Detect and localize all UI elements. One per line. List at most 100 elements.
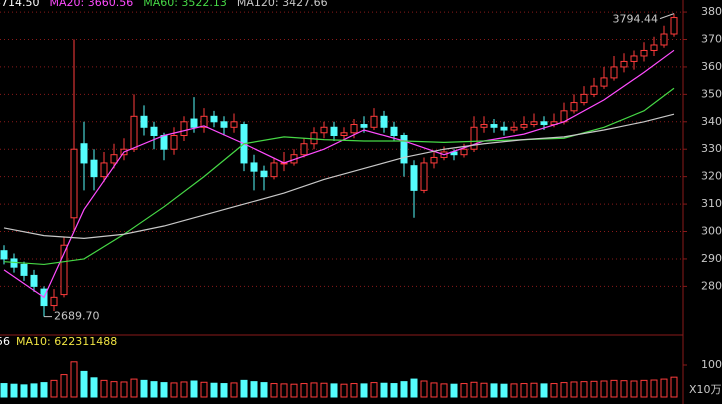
- volume-bar: [230, 382, 238, 398]
- volume-bar: [50, 379, 58, 398]
- candle-body: [460, 148, 468, 156]
- candle-body: [340, 132, 348, 137]
- volume-bar: [310, 382, 318, 398]
- y-tick-label: 3700: [701, 32, 722, 45]
- volume-bar: [90, 377, 98, 398]
- ma-line: [3, 87, 675, 266]
- y-tick-label: 3800: [701, 5, 722, 18]
- volume-bar: [450, 383, 458, 398]
- ma-line: [3, 49, 675, 299]
- volume-bar: [380, 382, 388, 398]
- volume-bar: [640, 379, 648, 398]
- candle-body: [610, 66, 618, 79]
- volume-bar: [350, 383, 358, 398]
- volume-bar: [0, 383, 8, 398]
- candle-body: [50, 296, 58, 307]
- candle-body: [160, 135, 168, 150]
- header-label: 3714.50: [0, 0, 40, 9]
- volume-bar: [180, 381, 188, 398]
- ma-line: [3, 113, 675, 239]
- volume-bar: [130, 378, 138, 398]
- candle-body: [650, 44, 658, 51]
- candle-body: [670, 17, 678, 35]
- volume-bar: [630, 380, 638, 398]
- volume-bar: [250, 381, 258, 398]
- y-tick-label: 3000: [701, 225, 722, 238]
- candle-body: [520, 124, 528, 128]
- candle-body: [170, 135, 178, 150]
- y-tick-label: 1000: [701, 358, 722, 371]
- candle-body: [590, 85, 598, 95]
- volume-bar: [210, 382, 218, 398]
- candle-body: [540, 121, 548, 126]
- candle-body: [360, 124, 368, 128]
- volume-bar: [270, 383, 278, 398]
- volume-bar: [290, 383, 298, 398]
- volume-bar: [360, 383, 368, 398]
- volume-bar: [520, 383, 528, 398]
- volume-bar: [100, 379, 108, 398]
- volume-bar: [440, 383, 448, 398]
- volume-bar: [190, 380, 198, 398]
- unit-label: X10万: [689, 383, 722, 396]
- candle-body: [410, 165, 418, 191]
- candle-body: [180, 121, 188, 137]
- candle-body: [200, 115, 208, 128]
- candle-body: [210, 115, 218, 123]
- volume-bar: [60, 374, 68, 398]
- volume-bar: [610, 379, 618, 398]
- candle-body: [500, 126, 508, 131]
- candle-body: [220, 121, 228, 128]
- volume-bar: [540, 383, 548, 398]
- candle-body: [20, 263, 28, 276]
- volume-bar: [650, 379, 658, 398]
- volume-bar: [140, 379, 148, 398]
- volume-bar: [150, 381, 158, 398]
- candle-body: [330, 126, 338, 137]
- volume-bar: [40, 382, 48, 398]
- volume-bar: [220, 383, 228, 398]
- header-label: MA60: 3522.13: [143, 0, 227, 9]
- volume-bar: [600, 380, 608, 398]
- candle-body: [630, 55, 638, 62]
- candle-body: [640, 49, 648, 57]
- candle-body: [130, 115, 138, 150]
- y-tick-label: 3100: [701, 197, 722, 210]
- header-label: MA20: 3660.56: [50, 0, 134, 9]
- annotation-label: 2689.70: [54, 310, 100, 323]
- candle-body: [450, 151, 458, 156]
- volume-bar: [530, 382, 538, 398]
- candle-body: [600, 77, 608, 87]
- candle-body: [70, 148, 78, 219]
- candle-body: [0, 250, 8, 260]
- volume-bar: [240, 379, 248, 398]
- volume-bar: [570, 381, 578, 398]
- candle-body: [150, 126, 158, 137]
- candle-body: [270, 162, 278, 178]
- candle-body: [620, 60, 628, 68]
- volume-bar: [390, 383, 398, 398]
- volume-bar: [300, 383, 308, 398]
- y-tick-label: 2900: [701, 252, 722, 265]
- y-tick-label: 3300: [701, 142, 722, 155]
- volume-bar: [400, 381, 408, 398]
- volume-bar: [670, 376, 678, 398]
- candle-body: [80, 143, 88, 164]
- volume-bar: [20, 384, 28, 398]
- volume-bar: [580, 381, 588, 398]
- volume-bar: [590, 380, 598, 398]
- volume-bar: [430, 382, 438, 398]
- candle-body: [580, 93, 588, 104]
- y-tick-label: 2800: [701, 279, 722, 292]
- volume-bar: [340, 383, 348, 398]
- volume-bar: [550, 383, 558, 398]
- volume-bar: [260, 382, 268, 398]
- volume-bar: [30, 383, 38, 398]
- volume-bar: [330, 383, 338, 398]
- volume-bar: [620, 380, 628, 398]
- candle-body: [100, 162, 108, 178]
- candle-body: [300, 143, 308, 156]
- header-label: MA120: 3427.66: [237, 0, 328, 9]
- volume-bar: [280, 383, 288, 398]
